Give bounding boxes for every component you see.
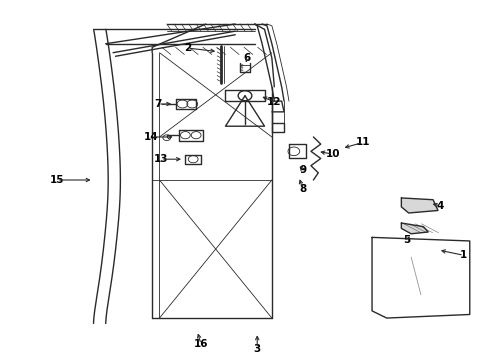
Text: 8: 8	[299, 184, 306, 194]
Polygon shape	[401, 198, 438, 213]
Text: 14: 14	[144, 132, 158, 142]
Polygon shape	[401, 223, 428, 234]
Text: 13: 13	[154, 154, 168, 164]
Text: 9: 9	[299, 165, 306, 175]
Text: 4: 4	[437, 201, 444, 211]
Text: 2: 2	[184, 43, 191, 53]
Text: 1: 1	[460, 250, 467, 260]
Text: 7: 7	[154, 99, 162, 109]
Text: 15: 15	[49, 175, 64, 185]
Text: 16: 16	[194, 339, 208, 349]
Text: 3: 3	[254, 343, 261, 354]
Text: 12: 12	[267, 97, 282, 107]
Text: 5: 5	[404, 235, 411, 245]
Text: 10: 10	[326, 149, 340, 159]
Text: 6: 6	[244, 53, 251, 63]
Text: 11: 11	[356, 138, 370, 147]
